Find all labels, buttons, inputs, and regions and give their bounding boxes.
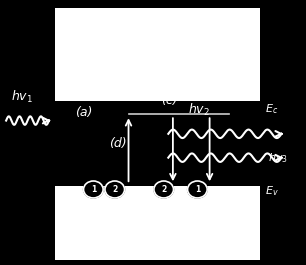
- Text: (a): (a): [76, 106, 93, 119]
- Circle shape: [105, 181, 125, 198]
- Text: $hv_1$: $hv_1$: [11, 89, 33, 105]
- FancyBboxPatch shape: [55, 8, 260, 101]
- FancyBboxPatch shape: [55, 186, 260, 260]
- Text: $hv_3$: $hv_3$: [268, 151, 288, 165]
- Text: 1: 1: [91, 185, 96, 194]
- Text: $hv_2$: $hv_2$: [188, 102, 210, 118]
- Text: 1: 1: [195, 185, 200, 194]
- Text: $E_v$: $E_v$: [265, 184, 278, 198]
- Circle shape: [188, 181, 207, 198]
- Circle shape: [154, 181, 174, 198]
- Text: $E_c$: $E_c$: [265, 102, 278, 116]
- Text: (c): (c): [162, 94, 178, 107]
- Text: 2: 2: [161, 185, 166, 194]
- Text: 2: 2: [112, 185, 118, 194]
- Circle shape: [84, 181, 103, 198]
- Text: (d): (d): [109, 136, 127, 150]
